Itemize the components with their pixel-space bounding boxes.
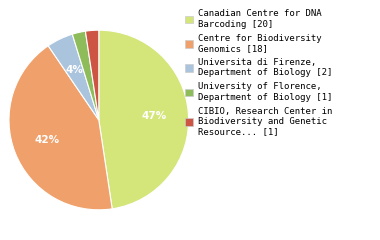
Wedge shape: [99, 30, 188, 209]
Text: 47%: 47%: [142, 111, 167, 121]
Text: 42%: 42%: [35, 135, 60, 145]
Wedge shape: [9, 46, 112, 210]
Wedge shape: [72, 31, 99, 120]
Text: 4%: 4%: [66, 65, 84, 75]
Wedge shape: [86, 30, 99, 120]
Legend: Canadian Centre for DNA
Barcoding [20], Centre for Biodiversity
Genomics [18], U: Canadian Centre for DNA Barcoding [20], …: [185, 9, 332, 137]
Wedge shape: [48, 34, 99, 120]
